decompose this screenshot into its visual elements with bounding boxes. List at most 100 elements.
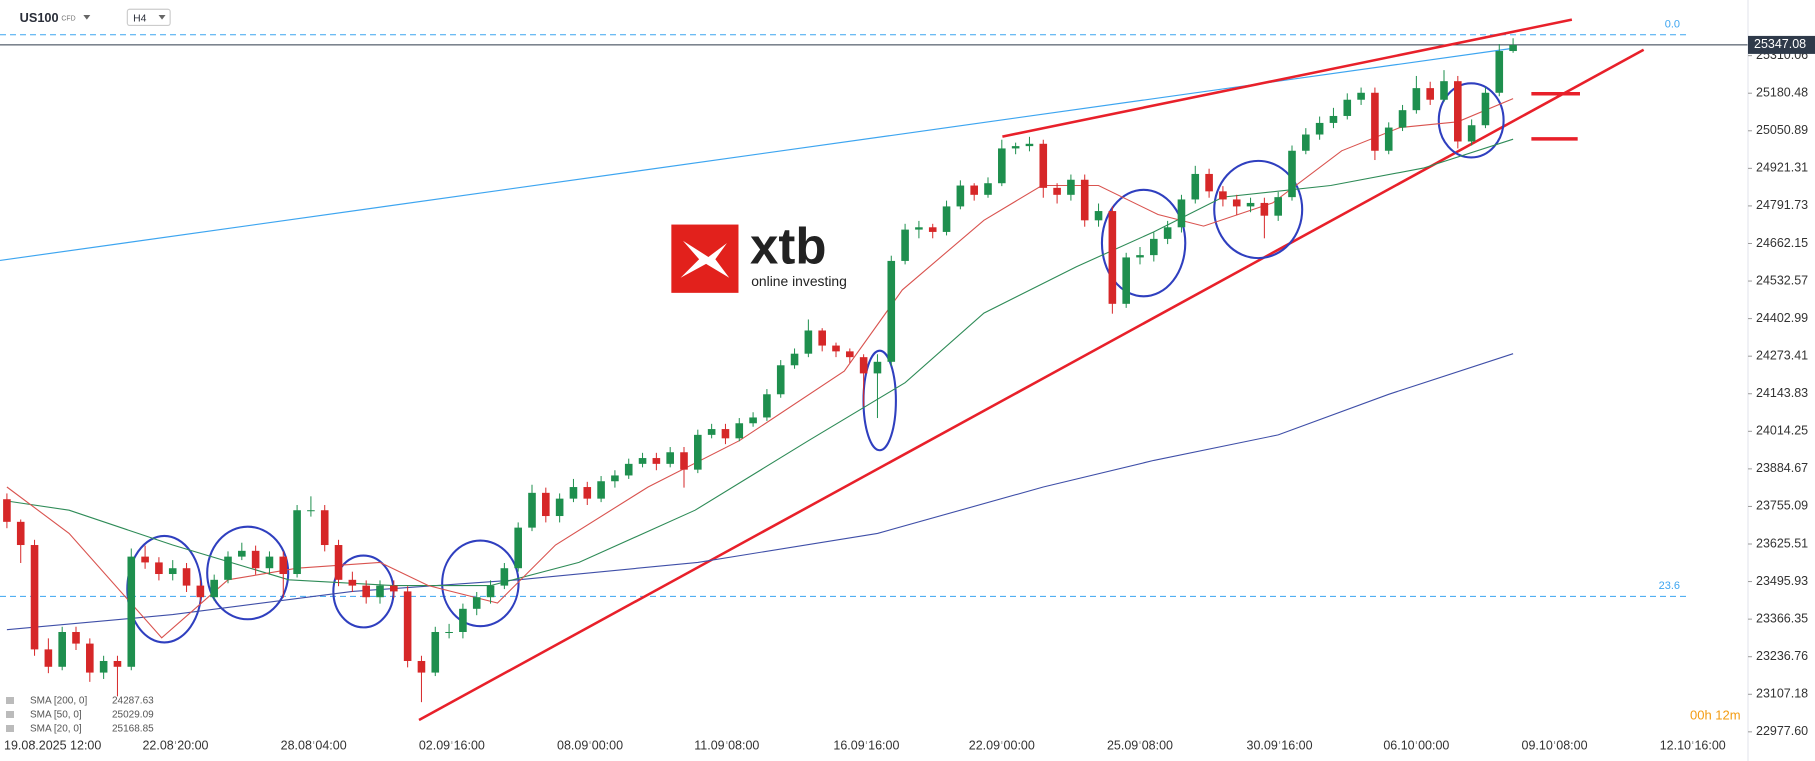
candle-body [1053, 187, 1061, 195]
candle-body [859, 357, 868, 374]
last-price-label: 25347.08 [1754, 37, 1806, 51]
candle-body [99, 660, 108, 673]
candle-body [320, 510, 329, 546]
candle-body [652, 458, 661, 464]
trend-line [418, 48, 1645, 722]
candle-body [1288, 150, 1296, 198]
y-tick-label: 25180.48 [1756, 86, 1808, 100]
candle-body [1274, 197, 1282, 216]
candle-body [334, 545, 343, 580]
candle-body [362, 585, 370, 598]
countdown: 00h 12m [1690, 707, 1741, 722]
y-tick-label: 23236.76 [1756, 649, 1808, 663]
candle-body [390, 585, 398, 592]
dropdown-arrow[interactable] [83, 15, 91, 20]
candle-body [1329, 115, 1338, 123]
candle-body [500, 568, 509, 586]
y-tick-label: 24791.73 [1756, 198, 1808, 212]
legend-name: SMA [50, 0] [30, 710, 82, 721]
candle-body [624, 463, 633, 476]
candle-body [735, 423, 744, 439]
candle-body [1343, 99, 1352, 116]
candle-body [818, 330, 826, 346]
candle-body [307, 510, 315, 512]
y-tick-label: 22977.60 [1756, 724, 1808, 738]
candle-body [1108, 211, 1117, 304]
candle-body [403, 591, 412, 661]
legend-value: 25029.09 [112, 710, 154, 721]
candle-body [984, 183, 992, 195]
candle-body [611, 475, 619, 482]
candle-body [417, 660, 426, 673]
candle-body [887, 260, 896, 362]
candle-body [1467, 125, 1476, 142]
candle-body [1191, 173, 1200, 200]
candle-body [790, 353, 799, 366]
candle-body [1219, 191, 1227, 200]
logo-tagline: online investing [751, 273, 847, 289]
x-tick-label: 11.09 08:00 [694, 738, 759, 752]
logo-brand: xtb [750, 217, 826, 274]
candle-body [251, 550, 260, 569]
candle-body [555, 498, 564, 517]
dropdown-arrow[interactable] [158, 15, 166, 20]
candle-body [113, 660, 122, 667]
y-tick-label: 24402.99 [1756, 311, 1808, 325]
candle-body [832, 345, 840, 352]
candle-body [970, 185, 978, 195]
y-tick-label: 24014.25 [1756, 424, 1808, 438]
candle-body [472, 597, 481, 609]
last-price-box [1748, 35, 1815, 54]
candle-body [1481, 92, 1490, 126]
highlight-circle [441, 539, 520, 628]
legend-icon [6, 711, 14, 718]
candle-body [1384, 127, 1393, 151]
candle-body [210, 579, 218, 598]
watermark: xtb online investing [671, 217, 847, 293]
candle-body [707, 429, 716, 435]
interval[interactable]: H4 [133, 13, 147, 24]
candle-body [3, 499, 11, 522]
candle-body [542, 492, 550, 517]
candle-body [1205, 173, 1213, 192]
candle-body [348, 579, 357, 586]
interval-box[interactable] [126, 8, 171, 27]
candle-body [915, 227, 923, 230]
series-layer [3, 38, 1517, 703]
candle-body [265, 556, 274, 569]
candle-body [583, 487, 592, 499]
x-tick-label: 09.10 08:00 [1522, 738, 1588, 752]
candle-body [873, 361, 882, 374]
candle-body [1412, 88, 1421, 111]
candle-body [569, 487, 578, 499]
candle-body [1260, 202, 1269, 216]
candle-body [1426, 88, 1434, 100]
x-tick-label: 19.08.2025 12:00 [4, 738, 101, 752]
candle-body [776, 365, 785, 395]
x-tick-label: 12.10 16:00 [1660, 738, 1726, 752]
symbol[interactable]: US100 [20, 10, 59, 25]
candle-body [141, 556, 149, 563]
legend-icon [6, 697, 14, 704]
candle-body [1315, 122, 1324, 135]
y-tick-label: 24273.41 [1756, 348, 1808, 362]
legend-name: SMA [20, 0] [30, 724, 82, 735]
candle-body [749, 417, 757, 424]
x-tick-label: 25.09 08:00 [1107, 738, 1173, 752]
sma-line [6, 138, 1514, 587]
candle-body [293, 510, 301, 575]
y-tick-label: 23625.51 [1756, 536, 1808, 550]
x-tick-label: 22.08 20:00 [142, 738, 208, 752]
x-tick-label: 16.09 16:00 [833, 738, 899, 752]
candle-body [279, 556, 288, 575]
candle-body [1454, 81, 1462, 142]
x-tick-label: 22.09 00:00 [969, 738, 1035, 752]
trend-line [1002, 18, 1573, 138]
candle-body [956, 185, 965, 207]
candle-body [1177, 199, 1186, 228]
y-tick-label: 23366.35 [1756, 611, 1808, 625]
candle-body [155, 562, 163, 575]
candle-body [1302, 134, 1310, 151]
candle-body [30, 545, 39, 650]
